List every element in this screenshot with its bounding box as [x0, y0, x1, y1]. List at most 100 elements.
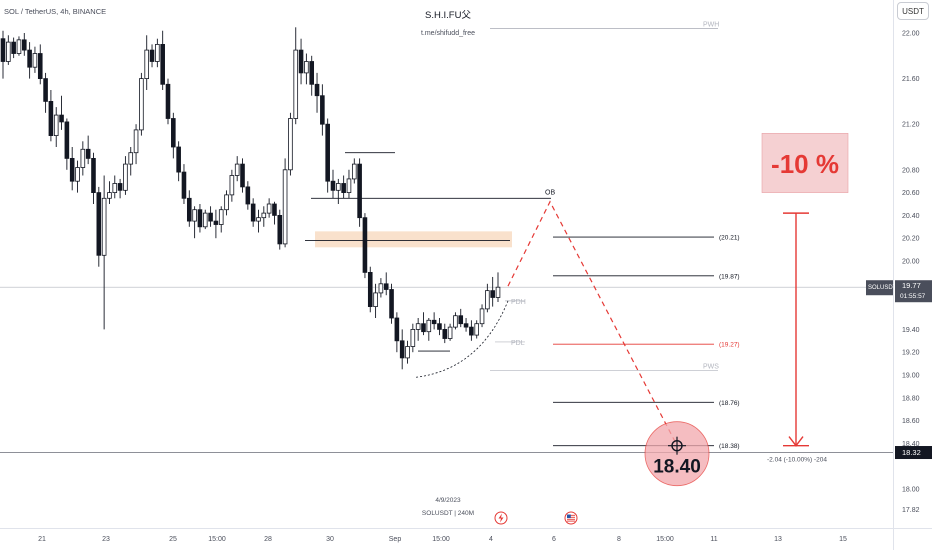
candle — [21, 33, 27, 56]
candle — [447, 323, 453, 341]
candle — [277, 209, 283, 250]
levels-group: (20.21) (19.87) (19.27) (18.76) (18.38) — [553, 235, 740, 450]
price-tick: 21.60 — [902, 76, 920, 83]
candle — [85, 135, 91, 165]
candle — [325, 118, 330, 193]
candle — [383, 272, 389, 296]
candle — [155, 38, 160, 68]
candle — [160, 30, 165, 90]
candle — [149, 44, 155, 68]
candle — [32, 46, 38, 73]
price-tick: 20.40 — [902, 213, 920, 220]
rounding-bottom-arc — [415, 300, 509, 378]
brand-title: S.H.I.FU父 — [425, 10, 471, 21]
percent-text: -10 % — [771, 149, 839, 179]
candle — [6, 35, 11, 65]
candle — [197, 204, 203, 233]
candle — [80, 141, 86, 176]
candle — [186, 190, 192, 227]
measure-label: -2.04 (-10.00%) -204 — [767, 457, 827, 464]
candle — [330, 169, 336, 199]
candle — [43, 72, 48, 113]
footer-date: 4/9/2023 — [435, 497, 461, 504]
candle — [272, 201, 277, 225]
candle — [453, 312, 458, 330]
candle — [16, 36, 22, 56]
symbol-tag-label: SOLUSDT — [868, 285, 897, 291]
time-tick: 4 — [489, 536, 493, 543]
countdown-value: 01:55:57 — [900, 293, 926, 300]
candle — [458, 308, 464, 328]
candle — [218, 206, 224, 233]
candle — [27, 42, 32, 79]
current-price-value: 19.77 — [902, 281, 921, 290]
footer-symbol: SOLUSDT | 240M — [422, 510, 474, 517]
percent-box — [761, 133, 849, 193]
candle — [266, 198, 272, 218]
candle — [0, 30, 6, 79]
lightning-icon[interactable] — [494, 511, 508, 525]
time-tick: 6 — [552, 536, 556, 543]
candle — [421, 312, 426, 336]
price-tick: 19.20 — [902, 350, 920, 357]
level: (20.21) — [553, 235, 740, 242]
level-label: (20.21) — [719, 235, 740, 242]
candle — [261, 206, 267, 227]
candle — [389, 283, 394, 324]
crosshair-icon — [668, 436, 686, 455]
target-price: 18.40 — [653, 457, 701, 478]
candle — [282, 158, 288, 248]
candle — [37, 44, 43, 85]
pdl-label: PDL — [511, 340, 525, 347]
time-tick: Sep — [389, 536, 402, 543]
candle — [91, 152, 96, 204]
time-tick: 21 — [38, 536, 46, 543]
candle — [394, 312, 400, 353]
projection-path — [507, 200, 677, 444]
candle — [314, 72, 320, 113]
level-label: (18.76) — [719, 400, 740, 407]
candle — [234, 156, 240, 182]
candle — [288, 112, 293, 176]
price-tick: 20.00 — [902, 259, 920, 266]
currency-button[interactable]: USDT — [897, 2, 929, 20]
price-tick: 21.20 — [902, 122, 920, 129]
candle — [75, 160, 80, 193]
us-flag-icon[interactable] — [564, 511, 578, 525]
candle — [117, 178, 123, 199]
candle — [442, 323, 448, 344]
candle — [495, 272, 501, 303]
symbol-title: SOL / TetherUS, 4h, BINANCE — [4, 7, 106, 16]
candle — [192, 206, 197, 239]
candle — [415, 318, 421, 341]
candle — [139, 72, 144, 136]
level-label: (19.87) — [719, 273, 740, 280]
time-tick: 15:00 — [656, 536, 674, 543]
time-tick: 15:00 — [432, 536, 450, 543]
candle — [378, 278, 384, 298]
time-tick: 28 — [264, 536, 272, 543]
candle — [11, 37, 16, 59]
price-axis[interactable]: 22.00 21.60 21.20 20.80 20.60 20.40 20.20 20.00… — [902, 31, 920, 515]
candle — [346, 169, 352, 199]
candle — [165, 78, 171, 125]
pdh-label: PDH — [511, 299, 526, 306]
candle — [181, 164, 187, 204]
time-tick: 15 — [839, 536, 847, 543]
candle — [357, 158, 362, 227]
candle — [336, 178, 341, 204]
candle — [410, 323, 416, 353]
price-tick: 22.00 — [902, 31, 920, 38]
time-axis[interactable]: 21 23 25 15:00 28 30 Sep 15:00 4 6 8 15:00 11 13 15 — [38, 536, 847, 543]
price-tick: 18.80 — [902, 395, 920, 402]
price-tick: 17.82 — [902, 507, 920, 514]
time-tick: 25 — [169, 536, 177, 543]
symbol-price-tag — [866, 280, 893, 296]
candle — [351, 158, 357, 184]
candle — [309, 55, 315, 96]
price-tick: 19.40 — [902, 327, 920, 334]
candle — [474, 320, 480, 339]
level-label: (18.38) — [719, 443, 740, 450]
candle — [250, 198, 256, 227]
